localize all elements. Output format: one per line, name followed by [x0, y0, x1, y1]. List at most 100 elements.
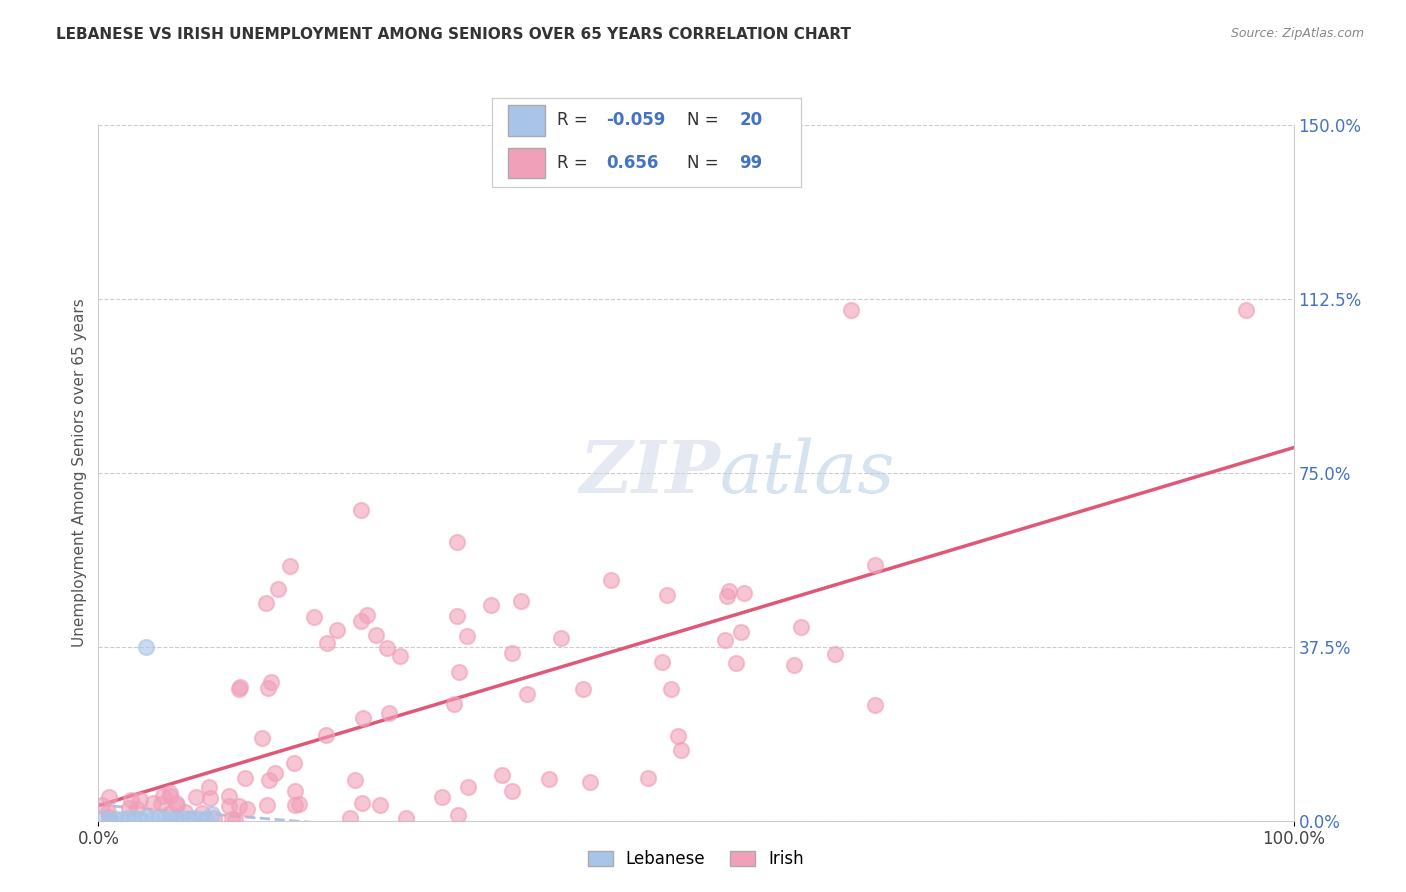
Point	[284, 798, 307, 813]
Point	[200, 790, 222, 805]
Point	[733, 586, 755, 600]
Point	[97, 805, 120, 819]
Point	[97, 790, 120, 805]
Point	[659, 682, 682, 697]
Point	[142, 796, 165, 810]
Point	[93, 811, 115, 825]
Point	[782, 658, 804, 673]
Point	[457, 780, 479, 794]
Point	[863, 698, 887, 712]
Point	[501, 646, 523, 660]
Point	[148, 811, 170, 825]
Point	[256, 798, 278, 813]
Point	[550, 632, 572, 646]
Point	[197, 780, 219, 794]
Point	[256, 681, 278, 695]
Point	[141, 812, 163, 826]
Point	[218, 789, 240, 803]
Point	[725, 656, 748, 670]
Point	[184, 790, 207, 805]
Point	[315, 636, 337, 650]
Point	[129, 812, 152, 826]
Point	[352, 797, 374, 811]
Point	[578, 774, 600, 789]
Point	[233, 771, 256, 785]
Point	[669, 743, 692, 757]
Point	[841, 303, 863, 318]
Point	[228, 799, 250, 814]
Point	[378, 706, 401, 720]
Point	[599, 573, 621, 587]
Point	[509, 593, 531, 607]
Point	[120, 792, 142, 806]
Point	[446, 609, 468, 624]
Point	[479, 599, 502, 613]
Point	[651, 655, 673, 669]
Text: R =: R =	[557, 154, 593, 172]
Point	[395, 811, 418, 825]
Text: Source: ZipAtlas.com: Source: ZipAtlas.com	[1230, 27, 1364, 40]
Point	[571, 681, 593, 696]
Text: 99: 99	[740, 154, 763, 172]
Point	[183, 811, 205, 825]
Text: -0.059: -0.059	[606, 112, 666, 129]
Point	[177, 812, 200, 826]
Text: R =: R =	[557, 112, 593, 129]
Point	[125, 802, 148, 816]
Point	[388, 648, 411, 663]
Point	[716, 589, 738, 603]
Point	[124, 811, 146, 825]
Point	[352, 711, 374, 725]
Point	[491, 768, 513, 782]
Point	[366, 627, 388, 641]
FancyBboxPatch shape	[508, 148, 544, 178]
Point	[344, 772, 367, 787]
Point	[165, 796, 187, 810]
Point	[284, 784, 307, 798]
Legend: Lebanese, Irish: Lebanese, Irish	[581, 844, 811, 875]
Point	[118, 801, 141, 815]
Point	[111, 812, 134, 826]
Point	[350, 503, 373, 517]
Point	[229, 681, 252, 695]
Point	[159, 811, 181, 825]
Text: 20: 20	[740, 112, 762, 129]
Point	[339, 811, 361, 825]
Point	[202, 811, 225, 825]
Point	[188, 812, 211, 826]
Point	[152, 789, 174, 803]
Point	[824, 647, 846, 661]
Point	[315, 728, 337, 742]
Point	[443, 697, 465, 711]
Text: atlas: atlas	[720, 437, 896, 508]
Point	[302, 609, 325, 624]
Point	[326, 624, 349, 638]
Point	[250, 731, 273, 746]
Point	[91, 798, 114, 813]
Point	[201, 806, 224, 821]
Y-axis label: Unemployment Among Seniors over 65 years: Unemployment Among Seniors over 65 years	[72, 299, 87, 647]
Point	[254, 596, 277, 610]
Point	[236, 802, 259, 816]
Point	[446, 535, 468, 549]
Point	[128, 792, 150, 806]
Point	[228, 682, 250, 697]
Point	[501, 784, 523, 798]
Point	[456, 629, 478, 643]
Point	[173, 805, 195, 819]
Point	[159, 789, 181, 803]
Point	[172, 811, 194, 825]
Point	[283, 756, 305, 770]
Point	[655, 588, 678, 602]
Point	[718, 584, 741, 599]
Text: LEBANESE VS IRISH UNEMPLOYMENT AMONG SENIORS OVER 65 YEARS CORRELATION CHART: LEBANESE VS IRISH UNEMPLOYMENT AMONG SEN…	[56, 27, 851, 42]
Text: N =: N =	[688, 112, 724, 129]
Point	[1234, 303, 1257, 318]
Point	[516, 687, 538, 701]
Point	[267, 582, 290, 596]
Point	[730, 625, 752, 640]
Point	[790, 619, 813, 633]
Point	[135, 810, 157, 824]
Point	[863, 558, 887, 573]
Point	[257, 773, 280, 788]
